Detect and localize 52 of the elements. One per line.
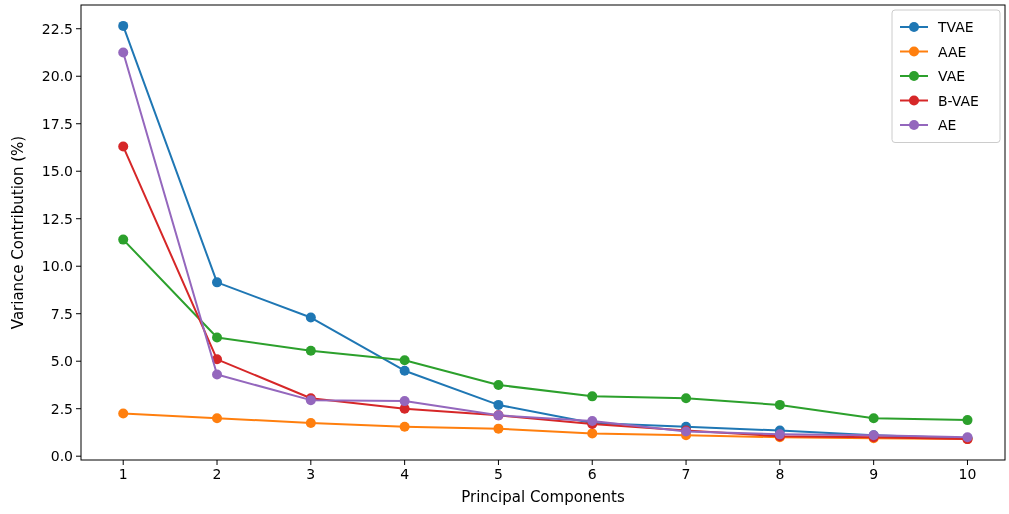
x-tick-label: 9 <box>869 466 879 482</box>
point <box>493 423 504 434</box>
y-axis-title: Variance Contribution (%) <box>9 135 27 330</box>
point <box>212 369 223 380</box>
point <box>587 428 598 439</box>
point <box>681 393 692 404</box>
y-tick-label: 7.5 <box>50 305 73 322</box>
point <box>212 277 223 288</box>
x-tick-label: 5 <box>493 466 503 482</box>
point <box>118 234 129 245</box>
legend-label: TVAE <box>937 19 974 35</box>
y-tick-label: 17.5 <box>41 115 73 132</box>
point <box>774 399 785 410</box>
y-tick-label: 0.0 <box>50 448 73 465</box>
point <box>212 332 223 343</box>
point <box>118 408 129 419</box>
point <box>587 391 598 402</box>
y-tick-label: 2.5 <box>50 400 73 417</box>
point <box>305 345 316 356</box>
x-tick-label: 7 <box>681 466 691 482</box>
point <box>399 355 410 366</box>
point <box>493 379 504 390</box>
y-tick-label: 15.0 <box>41 163 73 180</box>
point <box>118 47 129 58</box>
point <box>118 20 129 31</box>
x-tick-label: 6 <box>587 466 597 482</box>
y-tick-label: 5.0 <box>50 353 73 370</box>
y-tick-label: 12.5 <box>41 210 73 227</box>
x-tick-label: 4 <box>400 466 410 482</box>
point <box>305 312 316 323</box>
y-tick-label: 20.0 <box>41 68 73 85</box>
x-tick-label: 10 <box>958 466 977 482</box>
point <box>868 413 879 424</box>
legend-label: B-VAE <box>938 92 979 109</box>
point <box>118 141 129 152</box>
legend-label: VAE <box>938 68 966 84</box>
legend-label: AE <box>938 117 957 133</box>
x-tick-label: 2 <box>212 466 222 482</box>
x-axis-title: Principal Components <box>461 488 625 506</box>
y-tick-label: 22.5 <box>41 20 73 37</box>
point <box>399 421 410 432</box>
point <box>399 365 410 376</box>
point <box>212 413 223 424</box>
point <box>305 417 316 428</box>
point <box>493 399 504 410</box>
point <box>962 415 973 426</box>
x-tick-label: 1 <box>118 466 128 482</box>
y-tick-label: 10.0 <box>41 258 73 275</box>
legend-label: AAE <box>938 43 967 60</box>
x-tick-label: 3 <box>306 466 316 482</box>
x-tick-label: 8 <box>775 466 785 482</box>
point <box>399 396 410 407</box>
